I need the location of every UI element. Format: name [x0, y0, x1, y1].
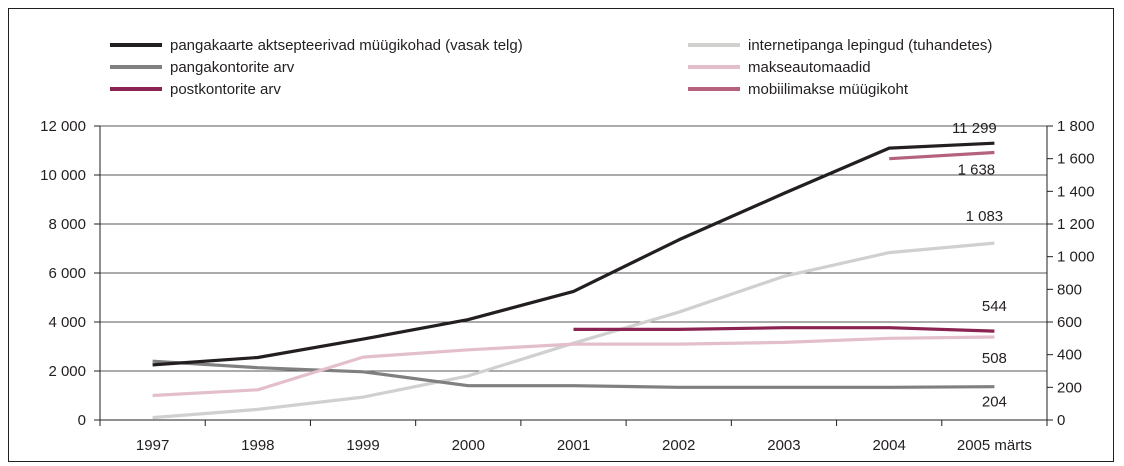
y-left-tick-label: 4 000 [48, 314, 86, 331]
x-tick-label: 2001 [557, 437, 590, 454]
y-right-tick-label: 1 800 [1057, 118, 1095, 135]
legend-label-5: mobiilimakse müügikoht [748, 81, 909, 98]
y-left-tick-label: 12 000 [40, 118, 86, 135]
data-label: 1 638 [958, 161, 996, 178]
legend-label-2: pangakontorite arv [170, 59, 295, 76]
x-tick-label: 2004 [872, 437, 905, 454]
x-tick-label: 1998 [241, 437, 274, 454]
y-left-tick-label: 8 000 [48, 216, 86, 233]
x-tick-label: 2003 [767, 437, 800, 454]
x-tick-label: 2000 [452, 437, 485, 454]
y-left-tick-label: 0 [78, 412, 86, 429]
y-right-tick-label: 400 [1057, 347, 1082, 364]
legend-label-4: postkontorite arv [170, 81, 281, 98]
series-line-5 [889, 153, 994, 159]
x-tick-label: 1999 [346, 437, 379, 454]
y-right-tick-label: 1 600 [1057, 151, 1095, 168]
legend-label-0: pangakaarte aktsepteerivad müügikohad (v… [170, 37, 523, 54]
x-tick-label: 1997 [136, 437, 169, 454]
data-label: 11 299 [952, 120, 997, 137]
series-line-0 [153, 143, 995, 365]
legend-label-1: internetipanga lepingud (tuhandetes) [748, 37, 992, 54]
x-tick-label: 2005 märts [957, 437, 1032, 454]
y-left-tick-label: 6 000 [48, 265, 86, 282]
legend-label-3: makseautomaadid [748, 59, 871, 76]
y-right-tick-label: 1 000 [1057, 249, 1095, 266]
y-left-tick-label: 2 000 [48, 363, 86, 380]
y-right-tick-label: 1 400 [1057, 183, 1095, 200]
y-right-tick-label: 800 [1057, 281, 1082, 298]
data-label: 544 [982, 298, 1007, 315]
data-label: 508 [982, 350, 1007, 367]
y-right-tick-label: 600 [1057, 314, 1082, 331]
y-right-tick-label: 200 [1057, 379, 1082, 396]
x-tick-label: 2002 [662, 437, 695, 454]
data-label: 1 083 [966, 208, 1004, 225]
data-label: 204 [982, 394, 1007, 411]
y-right-tick-label: 1 200 [1057, 216, 1095, 233]
y-right-tick-label: 0 [1057, 412, 1065, 429]
series-line-4 [574, 328, 995, 331]
y-left-tick-label: 10 000 [40, 167, 86, 184]
